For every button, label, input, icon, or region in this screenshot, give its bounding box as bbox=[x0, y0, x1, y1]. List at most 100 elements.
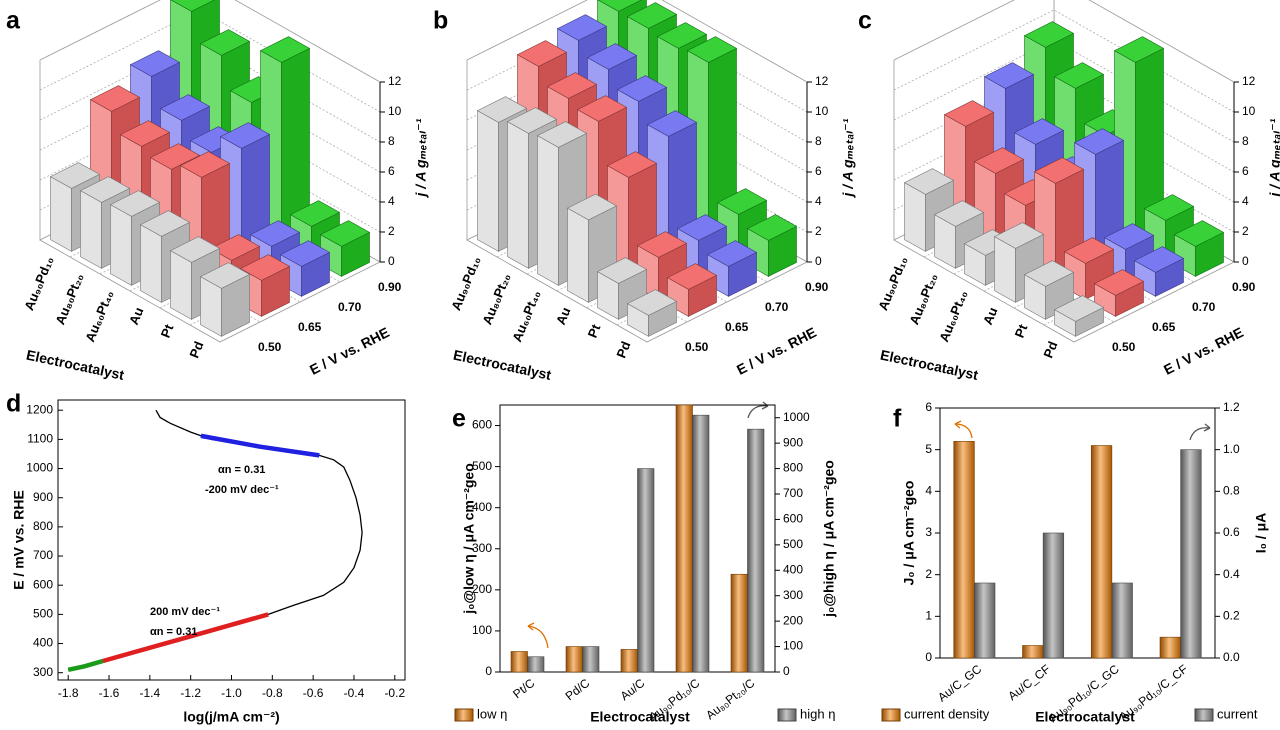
x-tick-label: -0.4 bbox=[344, 686, 365, 700]
z-tick-label: 12 bbox=[388, 74, 402, 88]
bar-top bbox=[983, 62, 1035, 89]
x-tick-label: Au/C_CF bbox=[1005, 662, 1053, 703]
y2-tick-label: 200 bbox=[783, 613, 803, 627]
bar-top bbox=[556, 14, 608, 41]
z-axis-title: j / A gₘₑₜₐₗ⁻¹ bbox=[413, 118, 429, 198]
y2-tick-label: 0 bbox=[783, 664, 790, 678]
x-tick-label: -1.2 bbox=[180, 686, 201, 700]
bar-top bbox=[170, 0, 215, 12]
annotation: -200 mV dec⁻¹ bbox=[205, 484, 279, 496]
y2-tick-label: 0.2 bbox=[1223, 609, 1240, 623]
category-label: Pt bbox=[585, 322, 604, 340]
bar-top bbox=[49, 162, 101, 189]
y-tick-label: 600 bbox=[472, 418, 492, 432]
y-tick-label: 300 bbox=[472, 541, 492, 555]
grid-line bbox=[39, 9, 381, 113]
bar-top bbox=[239, 254, 291, 281]
bar-top bbox=[209, 234, 261, 261]
y2-tick-label: 1000 bbox=[783, 410, 810, 424]
grid-line bbox=[466, 39, 808, 143]
arrow-head bbox=[954, 420, 962, 429]
x-tick-label: Au/C_GC bbox=[935, 662, 984, 705]
y-tick-label: 3 bbox=[925, 525, 932, 539]
x-tick-label: -1.4 bbox=[140, 686, 161, 700]
bar-top bbox=[79, 176, 131, 203]
bar bbox=[527, 656, 545, 673]
z-tick-label: 2 bbox=[388, 224, 395, 238]
series-label: 0.90 bbox=[1232, 280, 1256, 294]
x-tick-label: -1.0 bbox=[221, 686, 242, 700]
bar-top bbox=[1063, 237, 1115, 264]
y-tick-label: 400 bbox=[472, 500, 492, 514]
y2-axis-title: I₀ / μA bbox=[1253, 513, 1269, 554]
legend-label: current density bbox=[904, 706, 990, 721]
y-tick-label: 200 bbox=[472, 582, 492, 596]
grid-line bbox=[893, 69, 1235, 173]
bar-top bbox=[716, 188, 768, 215]
x-tick-label: -0.2 bbox=[384, 686, 405, 700]
y-tick-label: 6 bbox=[925, 400, 932, 414]
bar bbox=[637, 468, 655, 673]
annotation: αn = 0.31 bbox=[218, 464, 265, 476]
category-label: Pd bbox=[1040, 339, 1060, 360]
arrow-left-f bbox=[954, 423, 973, 439]
legend-swatch bbox=[1194, 708, 1214, 722]
grid-line bbox=[39, 0, 381, 83]
bar-top bbox=[903, 168, 955, 195]
bar-top bbox=[259, 36, 311, 63]
z-tick-label: 10 bbox=[815, 104, 829, 118]
bar-top bbox=[1013, 118, 1065, 145]
x-tick-label: Au/C bbox=[618, 676, 648, 704]
bar-top bbox=[199, 29, 251, 56]
category-label: Au₉₀Pd₁₀ bbox=[21, 254, 56, 312]
annotation: αn = 0.31 bbox=[150, 626, 197, 638]
category-label: Au₉₀Pd₁₀ bbox=[875, 254, 910, 312]
z-tick-label: 8 bbox=[815, 134, 822, 148]
bar-top bbox=[1133, 246, 1185, 273]
category-label: Au bbox=[980, 305, 1000, 327]
y2-axis-title: j₀@high η / μA cm⁻²geo bbox=[821, 460, 837, 618]
bar-3d bbox=[1113, 36, 1165, 243]
grid-line bbox=[39, 39, 381, 143]
grid-line bbox=[466, 99, 808, 203]
y2-tick-label: 700 bbox=[783, 486, 803, 500]
panel-letter: d bbox=[6, 390, 21, 418]
bar-3d bbox=[1093, 269, 1145, 317]
bar bbox=[582, 646, 600, 673]
arrow-left-e bbox=[527, 625, 549, 649]
bar-front bbox=[110, 204, 132, 286]
series-label: 0.65 bbox=[725, 320, 749, 334]
y-tick-label: 500 bbox=[33, 607, 53, 621]
bar-top bbox=[1143, 194, 1195, 221]
z-tick-label: 8 bbox=[1242, 134, 1249, 148]
bar bbox=[953, 441, 975, 659]
category-label: Au₆₀Pt₄₀ bbox=[936, 288, 970, 344]
y-axis-title: j₀@low η / μA cm⁻²geo bbox=[461, 463, 477, 615]
y2-tick-label: 0.8 bbox=[1223, 484, 1240, 498]
panel-letter: f bbox=[893, 405, 902, 433]
z-tick-label: 4 bbox=[388, 194, 395, 208]
panel-letter: e bbox=[452, 405, 466, 433]
axis-arrows bbox=[527, 420, 973, 649]
bar-3d bbox=[1173, 220, 1225, 277]
category-label: Pd bbox=[613, 339, 633, 360]
x-tick-label: -0.8 bbox=[262, 686, 283, 700]
category-label: Au₈₀Pt₂₀ bbox=[906, 271, 940, 327]
y-tick-label: 700 bbox=[33, 548, 53, 562]
bar-top bbox=[1023, 21, 1075, 48]
bar bbox=[510, 651, 528, 673]
grid-line bbox=[39, 69, 381, 173]
bar-3d bbox=[706, 240, 758, 297]
x-tick-label: Pt/C bbox=[510, 676, 537, 702]
bar-top bbox=[546, 72, 598, 99]
y2-tick-label: 900 bbox=[783, 435, 803, 449]
y-tick-label: 1200 bbox=[26, 402, 53, 416]
bar-top bbox=[706, 240, 758, 267]
y-tick-label: 1 bbox=[925, 609, 932, 623]
bar-top bbox=[289, 200, 341, 227]
y2-tick-label: 300 bbox=[783, 588, 803, 602]
